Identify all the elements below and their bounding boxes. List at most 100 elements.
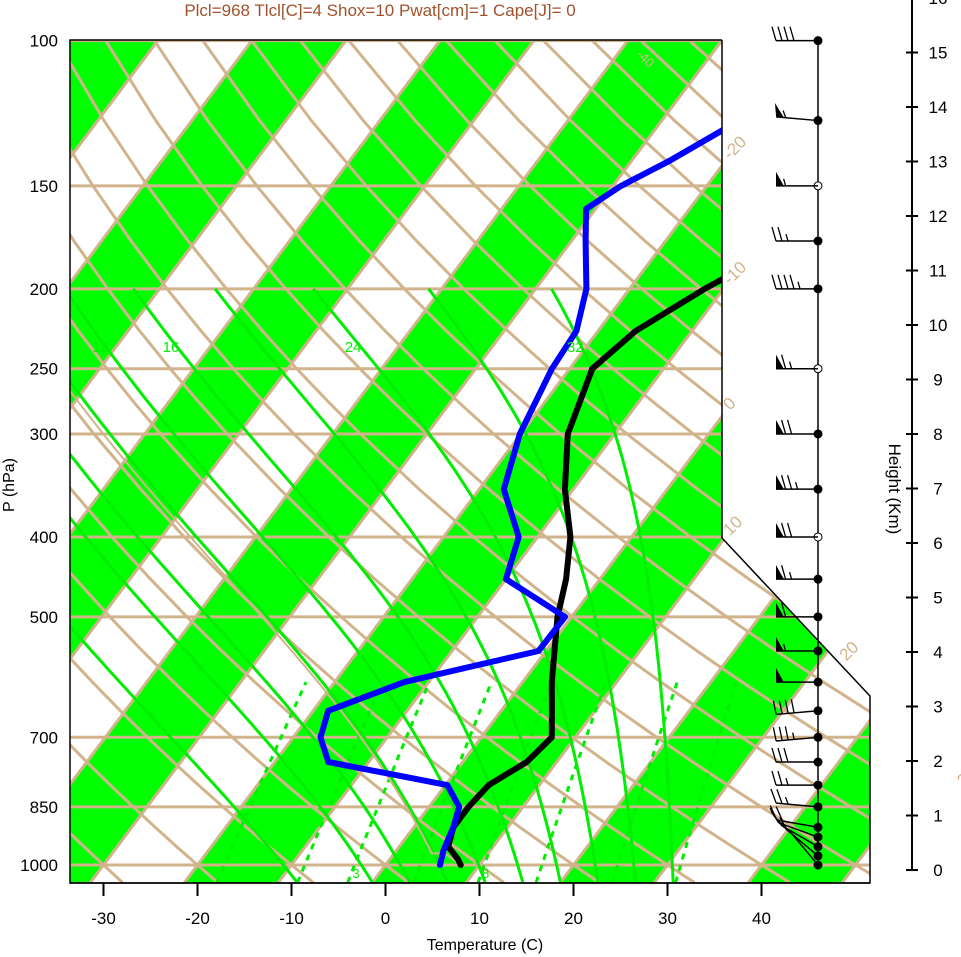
wind-barb-half xyxy=(788,571,793,580)
wind-barb-half xyxy=(788,361,793,369)
wind-barb-feather xyxy=(784,726,789,741)
dry-adiabat-line xyxy=(153,40,870,883)
moist-adiabat-labels: 12 16 24 32 xyxy=(92,339,583,356)
wind-barb-feather xyxy=(780,522,787,538)
wind-barb-feather xyxy=(772,700,777,715)
wind-barb-half xyxy=(782,643,787,652)
wind-barb-half xyxy=(784,796,789,805)
y-tick-label: 400 xyxy=(30,528,58,547)
moist-adiabat-line xyxy=(70,287,487,883)
wind-barb-feather xyxy=(771,26,777,41)
isotherm-line xyxy=(70,40,347,883)
dewpoint-line xyxy=(317,40,868,868)
wind-barb-feather xyxy=(780,354,787,369)
height-tick-label: 7 xyxy=(933,480,942,499)
moist-adiabat-line xyxy=(132,287,525,883)
height-tick-label: 5 xyxy=(933,589,942,608)
isotherm-line xyxy=(70,40,629,883)
wind-barb-feather xyxy=(776,789,783,804)
moist-adiabat-line xyxy=(70,288,374,883)
wind-barb-flag xyxy=(776,522,784,537)
height-tick-label: 9 xyxy=(933,371,942,390)
y-tick-label: 500 xyxy=(30,608,58,627)
height-tick-label: 1 xyxy=(933,807,942,826)
wind-barb-flag xyxy=(776,419,784,434)
height-tick-label: 0 xyxy=(933,861,942,880)
moist-adiabat-line xyxy=(213,287,562,883)
x-tick-label: 10 xyxy=(470,909,489,928)
moist-adiabat-label: 32 xyxy=(567,339,584,356)
wind-barb-column xyxy=(769,26,823,870)
wind-barb-feather xyxy=(771,747,777,763)
moist-adiabat-line xyxy=(427,287,638,883)
isotherm-line xyxy=(70,40,441,883)
isotherm-line xyxy=(70,40,535,883)
wind-barb-flag xyxy=(776,565,784,580)
dry-adiabat-line xyxy=(70,40,870,883)
moist-adiabat-line xyxy=(70,288,412,883)
wind-barb-staff xyxy=(790,832,819,866)
wind-barb-feather xyxy=(783,26,789,41)
wind-barb-feather xyxy=(784,699,789,714)
y-tick-label: 200 xyxy=(30,280,58,299)
wind-barb-feather xyxy=(790,699,795,714)
dry-adiabat-line xyxy=(70,40,870,883)
wind-barb-staff xyxy=(776,710,819,716)
wind-barb-feather xyxy=(778,726,783,741)
moist-adiabat-label: 12 xyxy=(92,339,109,356)
height-tick-label: 6 xyxy=(933,534,942,553)
dry-adiabat-line xyxy=(70,40,219,883)
height-axis-label: Height (Km) xyxy=(885,444,904,535)
chart-title: Plcl=968 Tlcl[C]=4 Shox=10 Pwat[cm]=1 Ca… xyxy=(184,1,575,20)
wind-barb-feather xyxy=(783,274,789,289)
x-tick-label: -30 xyxy=(91,909,116,928)
wind-barb-feather xyxy=(777,770,783,786)
y-tick-label: 700 xyxy=(30,728,58,747)
wind-barb-feather xyxy=(780,564,787,580)
wind-barb-flag xyxy=(774,102,784,118)
wind-barb-feather xyxy=(777,747,783,763)
dry-adiabat-line xyxy=(347,40,870,883)
wind-barb-feather xyxy=(786,522,793,538)
moist-adiabat-label: 16 xyxy=(163,339,180,356)
x-tick-label: -20 xyxy=(185,909,210,928)
y-tick-label: 100 xyxy=(30,32,58,51)
height-tick-label: 14 xyxy=(929,98,948,117)
wind-barb-half xyxy=(782,110,787,118)
y-tick-label: 1000 xyxy=(20,856,58,875)
isotherm-line xyxy=(89,40,723,883)
parcel-line xyxy=(70,335,462,866)
x-axis: -30 -20 -10 0 10 20 30 40 xyxy=(70,882,870,928)
height-tick-label: 3 xyxy=(933,698,942,717)
dry-adiabat-line xyxy=(591,40,870,883)
y-tick-label: 150 xyxy=(30,177,58,196)
x-tick-label: 0 xyxy=(381,909,390,928)
mixing-ratio-line xyxy=(296,681,384,883)
dry-adiabat-line xyxy=(70,40,315,883)
height-tick-label: 15 xyxy=(929,44,948,63)
wind-barb-feather xyxy=(771,226,777,242)
height-tick-label: 11 xyxy=(929,262,947,281)
isotherm-band xyxy=(70,40,346,883)
height-axis: 012345678910111213141516 xyxy=(906,0,947,880)
wind-barb-flag xyxy=(776,475,784,490)
wind-barb-feather xyxy=(777,274,783,289)
mixing-ratio-line xyxy=(611,681,679,883)
mixing-ratio-lines xyxy=(215,681,738,883)
dry-adiabat-line xyxy=(70,40,505,883)
mixing-ratio-line xyxy=(412,681,493,883)
wind-barb-feather xyxy=(786,419,793,435)
wind-barb-half xyxy=(782,178,787,187)
y-axis-label: P (hPa) xyxy=(1,458,18,512)
height-tick-label: 8 xyxy=(933,425,942,444)
wind-barb-feather xyxy=(769,805,778,821)
height-tick-label: 2 xyxy=(933,752,942,771)
wind-barb-feather xyxy=(771,274,777,289)
height-tick-label: 16 xyxy=(929,0,948,8)
isotherm-line xyxy=(653,40,870,883)
wind-barb-half xyxy=(792,732,795,740)
dry-adiabat-line xyxy=(299,40,870,883)
y-tick-label: 300 xyxy=(30,425,58,444)
